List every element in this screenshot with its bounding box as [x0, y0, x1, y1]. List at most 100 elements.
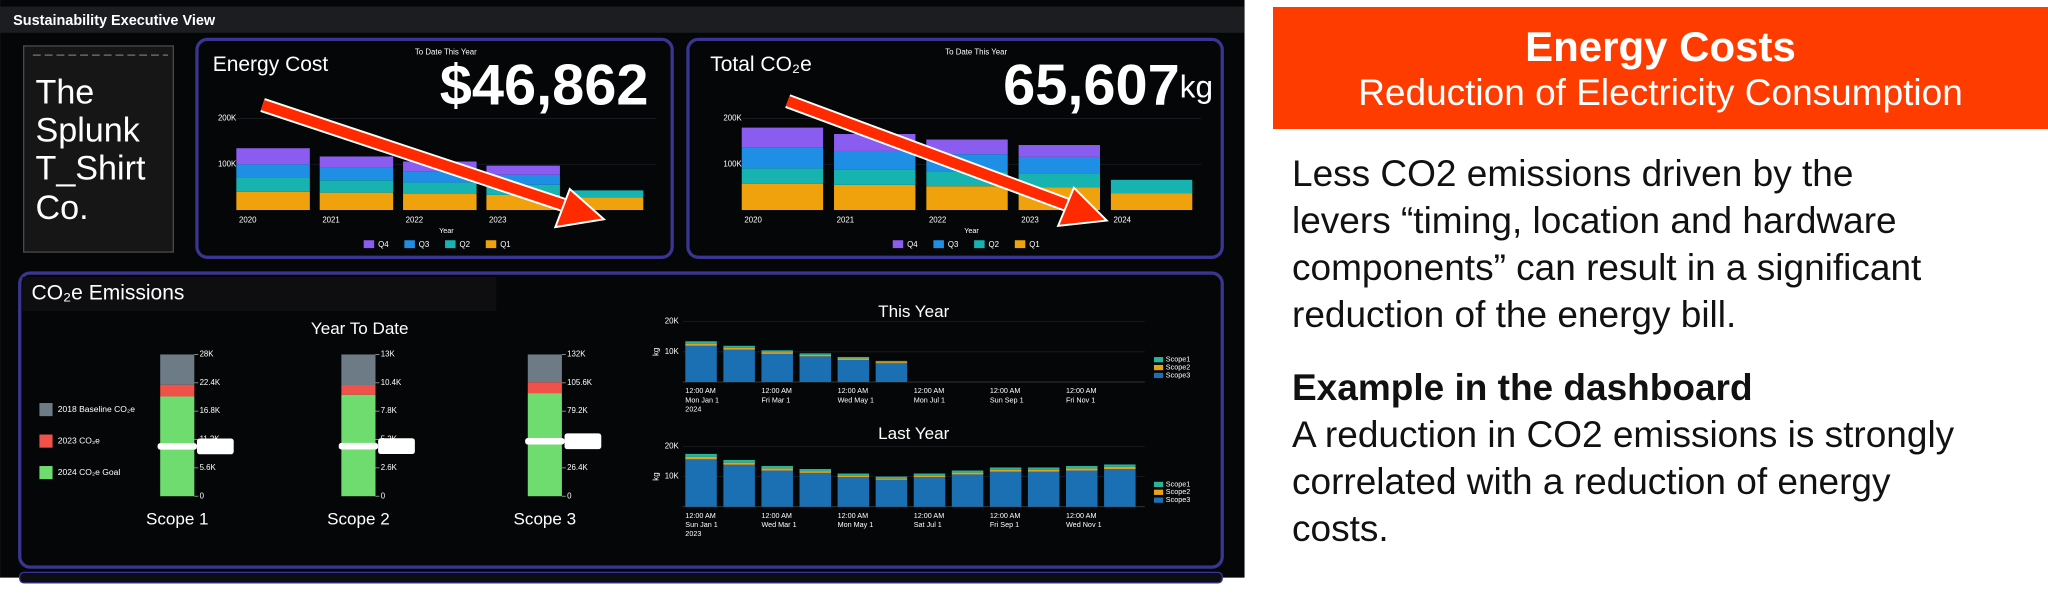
bar-segment: [741, 147, 824, 169]
bar-segment: [1066, 470, 1098, 507]
x-tick-label: 12:00 AM: [914, 386, 945, 395]
bar-segment: [799, 353, 832, 355]
gauge-tick-label: 16.8K: [200, 406, 221, 415]
bar-segment: [236, 177, 310, 192]
bar-segment: [837, 477, 870, 507]
x-tick-label: Sun Jan 1: [685, 520, 718, 529]
bar-segment: [685, 456, 717, 460]
x-tick-label: 2024: [685, 404, 701, 413]
slide-copy: Less CO2 emissions driven by the levers …: [1292, 150, 2042, 552]
legend-label: Scope1: [1166, 479, 1190, 488]
x-tick-label: 12:00 AM: [761, 511, 792, 520]
gauge-tick-label: 22.4K: [200, 378, 221, 387]
bar-segment: [834, 150, 916, 170]
x-tick-label: 12:00 AM: [990, 386, 1021, 395]
gauge-previous: [160, 384, 195, 397]
bar-segment: [799, 472, 832, 507]
x-tick-label: 2020: [239, 216, 257, 225]
x-tick-label: Sun Sep 1: [990, 395, 1024, 404]
logo-line: The: [35, 74, 94, 112]
arrow-shaft: [785, 96, 1076, 213]
bar-segment: [723, 459, 755, 463]
gauge-tick-label: 5.6K: [200, 463, 217, 472]
example-line: A reduction in CO2 emissions is strongly: [1292, 414, 1955, 455]
marker-label-bg: [564, 433, 602, 450]
energy-panel: [195, 37, 674, 259]
example-line: correlated with a reduction of energy: [1292, 461, 1891, 502]
x-axis-label: Year: [439, 226, 454, 235]
bar-segment: [723, 462, 755, 465]
y-axis-label: kg: [652, 348, 661, 356]
legend-swatch: [1014, 240, 1026, 249]
bar-segment: [1027, 471, 1060, 507]
next-panel-edge: [19, 571, 1223, 584]
legend-swatch: [39, 403, 53, 417]
bar-segment: [1110, 193, 1193, 211]
y-tick-label: 100K: [723, 159, 742, 168]
x-tick-label: 12:00 AM: [685, 386, 716, 395]
x-tick-label: 2022: [929, 216, 946, 225]
gauge-tick-label: 26.4K: [567, 463, 588, 472]
kpi-value: $46,862: [440, 54, 649, 118]
gauge-tick-label: 0: [200, 491, 205, 500]
legend-swatch: [39, 466, 53, 480]
dashboard-title: Sustainability Executive View: [13, 13, 216, 29]
legend-swatch: [485, 240, 497, 249]
legend-swatch: [1153, 372, 1164, 379]
legend-label: Scope2: [1166, 362, 1190, 371]
marker-label: 9.84K: [204, 441, 227, 451]
bar-segment: [837, 358, 870, 360]
x-tick-label: 2022: [406, 216, 423, 225]
gauge-tick-label: 0: [381, 491, 386, 500]
timeline-title: Last Year: [878, 424, 949, 443]
x-tick-label: Wed Mar 1: [761, 520, 796, 529]
gauge-baseline: [160, 354, 195, 385]
bar-segment: [799, 468, 832, 472]
arrows: [260, 94, 1109, 229]
y-tick-label: 10K: [665, 347, 680, 356]
legend-swatch: [445, 240, 456, 249]
bar-segment: [1066, 465, 1098, 469]
x-tick-label: 12:00 AM: [838, 386, 869, 395]
bar-segment: [989, 469, 1022, 472]
bar-segment: [236, 148, 310, 165]
ytd-title: Year To Date: [311, 319, 409, 338]
y-tick-label: 10K: [665, 472, 680, 481]
y-tick-label: 20K: [665, 441, 680, 450]
x-tick-label: 12:00 AM: [685, 511, 716, 520]
panel-title: CO₂e Emissions: [32, 282, 185, 305]
bar-segment: [837, 356, 870, 359]
bar-segment: [403, 182, 477, 195]
bar-segment: [1104, 466, 1136, 469]
legend-swatch: [1153, 489, 1164, 495]
legend-swatch: [892, 240, 904, 249]
bar-segment: [685, 343, 717, 346]
legend-label: Q2: [460, 240, 470, 249]
y-tick-label: 200K: [723, 114, 742, 123]
x-tick-label: 12:00 AM: [914, 511, 945, 520]
arrow-shaft: [260, 100, 573, 213]
y-axis-label: kg: [652, 472, 661, 480]
body-line: components” can result in a significant: [1292, 247, 1922, 288]
marker-label-bg: [196, 438, 234, 455]
kpi-unit: kg: [1180, 69, 1213, 105]
bar-segment: [875, 478, 908, 480]
x-tick-label: 2023: [685, 529, 701, 538]
slide-banner: Energy Costs Reduction of Electricity Co…: [1273, 7, 2048, 129]
bar-segment: [741, 127, 824, 148]
logo-line: T_Shirt: [35, 150, 146, 188]
bar-segment: [1066, 468, 1098, 471]
bar-segment: [951, 472, 984, 475]
y-tick-label: 100K: [218, 159, 237, 168]
slide-subheading: Reduction of Electricity Consumption: [1358, 72, 1963, 113]
legend-swatch: [363, 240, 375, 249]
legend-swatch: [1153, 481, 1164, 488]
logo-line: Splunk: [35, 112, 140, 150]
bar-segment: [837, 359, 870, 383]
bar-segment: [761, 468, 793, 471]
x-tick-label: Sat Jul 1: [914, 520, 942, 529]
bar-segment: [685, 341, 717, 344]
gauge-label: Scope 3: [514, 509, 577, 528]
